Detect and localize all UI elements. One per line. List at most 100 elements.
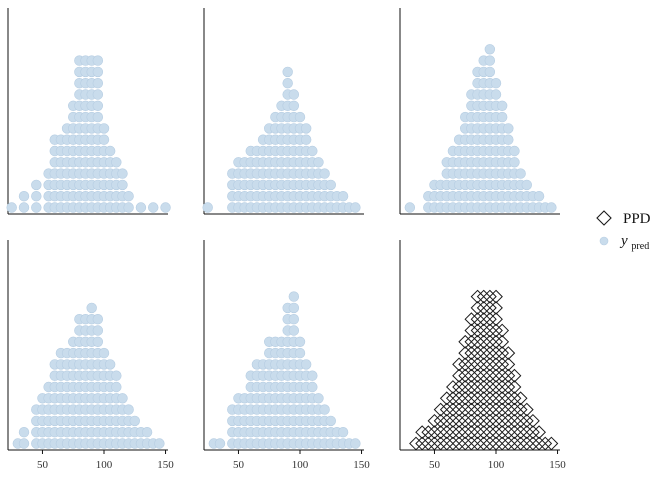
ppd-point: [495, 391, 510, 406]
ypred-point: [202, 202, 213, 213]
ppd-point: [507, 402, 522, 417]
ppd-point: [501, 425, 516, 440]
ppd-point: [501, 436, 516, 451]
ypred-point: [533, 191, 545, 202]
ppd-point: [489, 413, 503, 428]
ypred-point: [509, 157, 520, 168]
x-tick-label: 150: [549, 459, 566, 471]
ppd-point: [519, 436, 534, 451]
ppd-point: [507, 436, 522, 451]
ypred-point: [503, 134, 514, 145]
ppd-point: [532, 425, 546, 440]
ypred-point: [350, 438, 361, 449]
ppd-point: [452, 391, 466, 406]
ppd-point: [458, 425, 473, 440]
ppd-point: [495, 368, 510, 383]
ppd-point: [513, 391, 528, 406]
ppd-point: [507, 391, 522, 406]
ypred-point: [490, 77, 502, 89]
ppd-point: [427, 413, 442, 428]
ppd-point: [452, 436, 466, 451]
ppd-point: [464, 346, 479, 361]
ppd-point: [452, 357, 466, 372]
ypred-point: [98, 123, 110, 134]
ypred-point: [313, 393, 324, 404]
legend-ypred-marker: [599, 236, 609, 246]
ppd-point: [489, 323, 503, 338]
ppd-point: [482, 357, 497, 372]
ypred-point: [92, 111, 104, 123]
ypred-point: [300, 134, 312, 145]
ypred-point: [6, 202, 17, 213]
ppd-point: [464, 413, 479, 428]
ypred-point: [307, 370, 318, 381]
x-tick-label: 150: [353, 459, 370, 471]
ypred-point: [117, 168, 128, 179]
ypred-point: [92, 89, 104, 100]
ppd-point: [433, 402, 448, 417]
ypred-point: [307, 145, 318, 157]
ppd-point: [476, 391, 491, 406]
ppd-point: [526, 436, 540, 451]
ypred-point: [18, 191, 30, 202]
ypred-point: [86, 302, 97, 314]
ppd-point: [489, 300, 503, 315]
ppd-point: [470, 346, 485, 361]
ppd-point: [470, 413, 485, 428]
ppd-point: [476, 312, 491, 327]
ppd-point: [526, 413, 540, 428]
ypred-point: [307, 381, 318, 393]
ppd-point: [470, 436, 485, 451]
ypred-point: [92, 55, 104, 66]
ppd-point: [501, 402, 516, 417]
ppd-point: [513, 425, 528, 440]
ppd-point: [446, 436, 460, 451]
ppd-point: [495, 425, 510, 440]
ppd-point: [439, 436, 454, 451]
ppd-point: [433, 425, 448, 440]
ypred-point: [123, 202, 134, 213]
ypred-point: [111, 157, 122, 168]
ppd-point: [470, 334, 485, 349]
ppd-point: [476, 346, 491, 361]
ypred-point: [31, 202, 42, 213]
ppd-point: [501, 391, 516, 406]
ppd-point: [482, 380, 497, 394]
ypred-point: [123, 191, 134, 202]
ypred-point: [325, 179, 336, 191]
x-tick-label: 100: [292, 459, 309, 471]
legend-ypred-label: y pred: [619, 233, 649, 252]
ppd-point: [538, 436, 553, 451]
ppd-point: [470, 368, 485, 383]
ppd-point: [507, 368, 522, 383]
ypred-point: [98, 134, 110, 145]
ppd-point: [476, 289, 491, 304]
ypred-point: [92, 66, 104, 78]
ppd-point: [439, 391, 454, 406]
ppd-point: [439, 413, 454, 428]
ppd-point: [464, 323, 479, 338]
ypred-point: [160, 202, 171, 213]
ypred-point: [117, 179, 128, 191]
ypred-point: [129, 415, 140, 427]
x-tick-label: 100: [96, 459, 113, 471]
ppd-point: [476, 413, 491, 428]
ypred-point: [503, 123, 514, 134]
ypred-point: [31, 191, 42, 202]
panel-1: [6, 8, 171, 215]
ppd-point: [507, 425, 522, 440]
ppd-point: [513, 413, 528, 428]
ppd-point: [452, 413, 466, 428]
ypred-point: [484, 66, 496, 78]
ppd-point: [458, 357, 473, 372]
ypred-point: [337, 427, 349, 438]
ppd-point: [482, 300, 497, 315]
x-tick-label: 50: [37, 459, 49, 471]
ppd-point: [495, 346, 510, 361]
ppd-point: [489, 436, 503, 451]
ppd-point: [495, 436, 510, 451]
ppd-point: [458, 368, 473, 383]
ypred-point: [496, 111, 508, 123]
ypred-point: [300, 123, 312, 134]
ppd-point: [519, 402, 534, 417]
